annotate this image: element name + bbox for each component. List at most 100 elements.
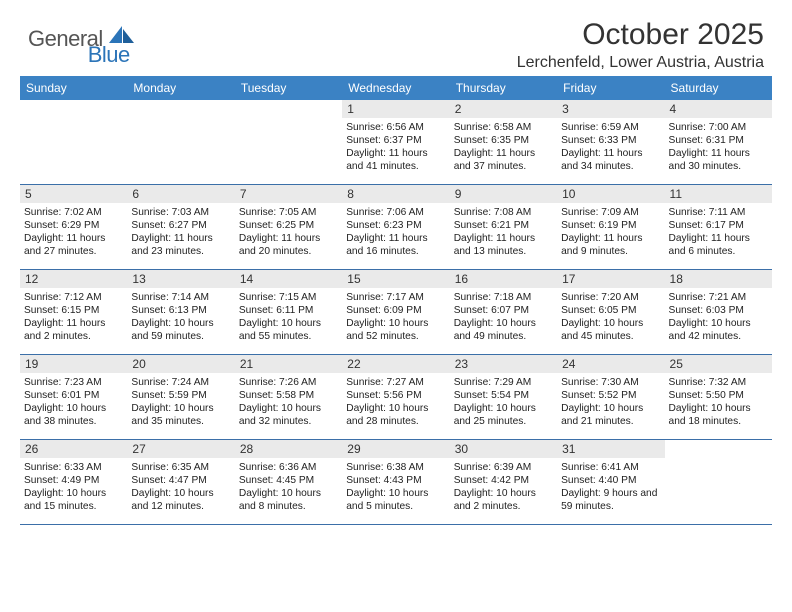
day-detail: Sunrise: 6:56 AMSunset: 6:37 PMDaylight:… (346, 121, 445, 173)
sunset-line: Sunset: 6:37 PM (346, 134, 445, 147)
day-cell: 26 Sunrise: 6:33 AMSunset: 4:49 PMDayligh… (20, 440, 127, 524)
daylight-line: Daylight: 11 hours and 16 minutes. (346, 232, 445, 258)
daylight-line: Daylight: 11 hours and 2 minutes. (24, 317, 123, 343)
day-cell: 29Sunrise: 6:38 AMSunset: 4:43 PMDayligh… (342, 440, 449, 524)
daylight-line: Daylight: 10 hours and 59 minutes. (131, 317, 230, 343)
day-cell: 22Sunrise: 7:27 AMSunset: 5:56 PMDayligh… (342, 355, 449, 439)
day-number: 5 (20, 185, 127, 203)
daylight-line: Daylight: 10 hours and 28 minutes. (346, 402, 445, 428)
day-number: 27 (127, 440, 234, 458)
day-detail: Sunrise: 7:06 AMSunset: 6:23 PMDaylight:… (346, 206, 445, 258)
day-cell: 17 Sunrise: 7:20 AMSunset: 6:05 PMDayligh… (557, 270, 664, 354)
sunrise-line: Sunrise: 7:27 AM (346, 376, 445, 389)
day-cell: . (20, 100, 127, 184)
day-cell: 20Sunrise: 7:24 AMSunset: 5:59 PMDayligh… (127, 355, 234, 439)
day-number: 4 (665, 100, 772, 118)
day-number: 25 (665, 355, 772, 373)
day-number: 28 (235, 440, 342, 458)
sunset-line: Sunset: 4:45 PM (239, 474, 338, 487)
day-detail: Sunrise: 7:23 AMSunset: 6:01 PMDaylight:… (24, 376, 123, 428)
daylight-line: Daylight: 10 hours and 25 minutes. (454, 402, 553, 428)
sunrise-line: Sunrise: 6:36 AM (239, 461, 338, 474)
sunrise-line: Sunrise: 7:02 AM (24, 206, 123, 219)
daylight-line: Daylight: 10 hours and 5 minutes. (346, 487, 445, 513)
month-title: October 2025 (517, 18, 764, 52)
day-number: 7 (235, 185, 342, 203)
sunrise-line: Sunrise: 7:26 AM (239, 376, 338, 389)
day-number: 9 (450, 185, 557, 203)
day-cell: 8 Sunrise: 7:06 AMSunset: 6:23 PMDaylight… (342, 185, 449, 269)
day-header-sun: Sunday (20, 76, 127, 100)
day-cell: 2Sunrise: 6:58 AMSunset: 6:35 PMDaylight… (450, 100, 557, 184)
sunrise-line: Sunrise: 7:14 AM (131, 291, 230, 304)
day-cell: 25 Sunrise: 7:32 AMSunset: 5:50 PMDayligh… (665, 355, 772, 439)
logo-text-blue: Blue (88, 42, 130, 67)
day-detail: Sunrise: 6:58 AMSunset: 6:35 PMDaylight:… (454, 121, 553, 173)
day-cell: 31Sunrise: 6:41 AMSunset: 4:40 PMDayligh… (557, 440, 664, 524)
day-number: 14 (235, 270, 342, 288)
sunset-line: Sunset: 6:03 PM (669, 304, 768, 317)
sunrise-line: Sunrise: 7:17 AM (346, 291, 445, 304)
day-number: 8 (342, 185, 449, 203)
day-detail: Sunrise: 7:27 AMSunset: 5:56 PMDaylight:… (346, 376, 445, 428)
day-detail: Sunrise: 7:32 AMSunset: 5:50 PMDaylight:… (669, 376, 768, 428)
sunset-line: Sunset: 6:25 PM (239, 219, 338, 232)
sunrise-line: Sunrise: 6:35 AM (131, 461, 230, 474)
sunrise-line: Sunrise: 6:39 AM (454, 461, 553, 474)
day-header-wed: Wednesday (342, 76, 449, 100)
day-number: 17 (557, 270, 664, 288)
day-cell: 16Sunrise: 7:18 AMSunset: 6:07 PMDayligh… (450, 270, 557, 354)
sunset-line: Sunset: 6:07 PM (454, 304, 553, 317)
day-cell: 24Sunrise: 7:30 AMSunset: 5:52 PMDayligh… (557, 355, 664, 439)
day-detail: Sunrise: 6:35 AMSunset: 4:47 PMDaylight:… (131, 461, 230, 513)
sunset-line: Sunset: 6:31 PM (669, 134, 768, 147)
daylight-line: Daylight: 10 hours and 32 minutes. (239, 402, 338, 428)
sunrise-line: Sunrise: 7:20 AM (561, 291, 660, 304)
day-detail: Sunrise: 7:14 AMSunset: 6:13 PMDaylight:… (131, 291, 230, 343)
week-row: ...1Sunrise: 6:56 AMSunset: 6:37 PMDayli… (20, 100, 772, 184)
day-detail: Sunrise: 7:30 AMSunset: 5:52 PMDaylight:… (561, 376, 660, 428)
day-number: 1 (342, 100, 449, 118)
sunrise-line: Sunrise: 7:32 AM (669, 376, 768, 389)
week-row: 12Sunrise: 7:12 AMSunset: 6:15 PMDayligh… (20, 269, 772, 354)
sunset-line: Sunset: 4:49 PM (24, 474, 123, 487)
sunrise-line: Sunrise: 7:15 AM (239, 291, 338, 304)
day-cell: 4 Sunrise: 7:00 AMSunset: 6:31 PMDaylight… (665, 100, 772, 184)
daylight-line: Daylight: 11 hours and 30 minutes. (669, 147, 768, 173)
sunset-line: Sunset: 6:19 PM (561, 219, 660, 232)
day-detail: Sunrise: 7:29 AMSunset: 5:54 PMDaylight:… (454, 376, 553, 428)
day-cell: . (127, 100, 234, 184)
sunrise-line: Sunrise: 6:38 AM (346, 461, 445, 474)
sunrise-line: Sunrise: 7:11 AM (669, 206, 768, 219)
sunrise-line: Sunrise: 7:18 AM (454, 291, 553, 304)
daylight-line: Daylight: 10 hours and 45 minutes. (561, 317, 660, 343)
daylight-line: Daylight: 11 hours and 9 minutes. (561, 232, 660, 258)
day-detail: Sunrise: 7:02 AMSunset: 6:29 PMDaylight:… (24, 206, 123, 258)
sunset-line: Sunset: 6:01 PM (24, 389, 123, 402)
sunrise-line: Sunrise: 7:08 AM (454, 206, 553, 219)
day-header-tue: Tuesday (235, 76, 342, 100)
daylight-line: Daylight: 11 hours and 6 minutes. (669, 232, 768, 258)
sunrise-line: Sunrise: 7:00 AM (669, 121, 768, 134)
day-cell: . (665, 440, 772, 524)
sunset-line: Sunset: 6:33 PM (561, 134, 660, 147)
day-detail: Sunrise: 7:20 AMSunset: 6:05 PMDaylight:… (561, 291, 660, 343)
daylight-line: Daylight: 10 hours and 38 minutes. (24, 402, 123, 428)
location-text: Lerchenfeld, Lower Austria, Austria (517, 54, 764, 72)
sunset-line: Sunset: 4:42 PM (454, 474, 553, 487)
day-detail: Sunrise: 7:11 AMSunset: 6:17 PMDaylight:… (669, 206, 768, 258)
day-number: 21 (235, 355, 342, 373)
sunrise-line: Sunrise: 7:23 AM (24, 376, 123, 389)
day-detail: Sunrise: 6:33 AMSunset: 4:49 PMDaylight:… (24, 461, 123, 513)
day-number: 29 (342, 440, 449, 458)
day-cell: 3Sunrise: 6:59 AMSunset: 6:33 PMDaylight… (557, 100, 664, 184)
day-detail: Sunrise: 7:09 AMSunset: 6:19 PMDaylight:… (561, 206, 660, 258)
sunset-line: Sunset: 6:29 PM (24, 219, 123, 232)
day-detail: Sunrise: 6:39 AMSunset: 4:42 PMDaylight:… (454, 461, 553, 513)
day-number: 26 (20, 440, 127, 458)
sunset-line: Sunset: 5:58 PM (239, 389, 338, 402)
sunrise-line: Sunrise: 6:33 AM (24, 461, 123, 474)
daylight-line: Daylight: 10 hours and 12 minutes. (131, 487, 230, 513)
day-number: 12 (20, 270, 127, 288)
day-detail: Sunrise: 6:59 AMSunset: 6:33 PMDaylight:… (561, 121, 660, 173)
